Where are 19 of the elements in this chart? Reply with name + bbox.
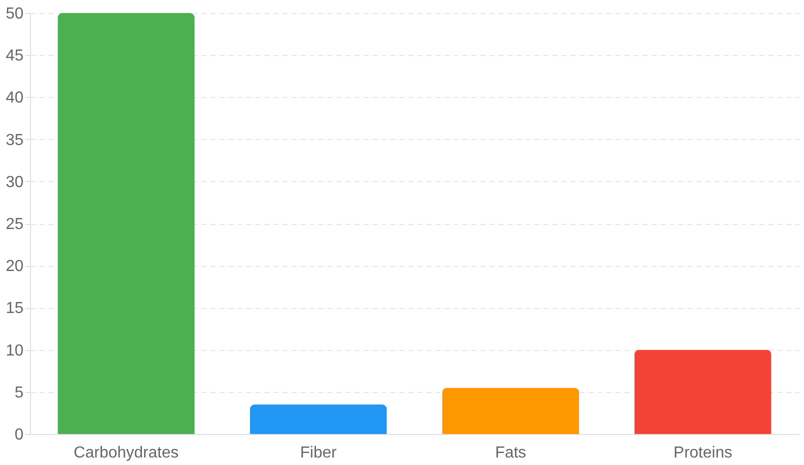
y-tick-label: 40 xyxy=(6,90,24,107)
y-tick-label: 50 xyxy=(6,6,24,22)
y-tick-label: 0 xyxy=(14,426,24,444)
y-tick-label: 30 xyxy=(6,174,24,191)
bar xyxy=(250,404,387,434)
y-tick-label: 15 xyxy=(6,300,24,318)
y-tick-label: 20 xyxy=(6,258,24,276)
x-tick-label: Proteins xyxy=(674,444,732,462)
y-tick-label: 35 xyxy=(6,132,24,149)
bar xyxy=(634,350,772,434)
bar xyxy=(58,13,195,434)
y-tick-label: 5 xyxy=(14,384,24,402)
x-tick-label: Carbohydrates xyxy=(74,444,179,462)
y-tick-label: 10 xyxy=(6,342,24,360)
bar xyxy=(442,388,580,434)
y-tick-label: 25 xyxy=(6,216,24,233)
x-tick-label: Fiber xyxy=(300,444,338,462)
y-tick-label: 45 xyxy=(6,48,24,65)
x-tick-label: Fats xyxy=(495,444,526,462)
